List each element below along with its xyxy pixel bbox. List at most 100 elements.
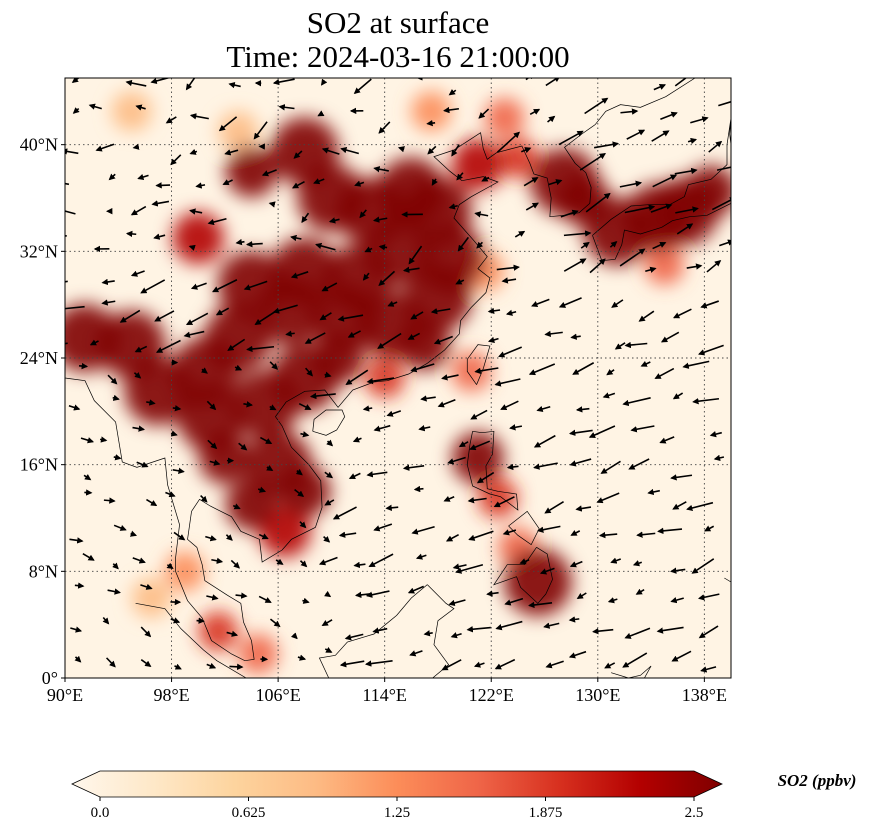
wind-arrow [474,367,499,375]
wind-arrow [547,115,556,123]
wind-arrow [200,367,208,374]
wind-arrow [721,71,739,74]
wind-arrow [539,567,555,575]
wind-arrow [135,104,146,111]
wind-arrow [407,585,424,594]
wind-arrow [172,467,185,474]
wind-arrow [332,506,357,520]
wind-arrow [558,130,584,146]
wind-arrow [624,341,648,349]
wind-arrow [580,241,590,249]
wind-arrow [690,116,709,124]
wind-arrow [301,212,310,224]
wind-arrow [272,304,298,314]
wind-arrow [269,618,281,628]
wind-arrow [458,441,469,448]
wind-arrow [470,409,488,420]
wind-arrow [112,562,119,570]
wind-arrow [622,397,651,407]
wind-arrow [378,244,388,251]
so2-hotspot [172,212,225,264]
so2-hotspot [451,432,504,484]
wind-arrow [607,597,618,604]
wind-arrow [205,535,217,542]
wind-arrow [600,460,621,474]
lat-tick-label: 24°N [20,348,58,368]
wind-arrow [560,209,579,218]
wind-arrow [468,530,494,541]
axis-ticks: 0° 8°N 16°N 24°N 32°N 40°N 90°E 98°E 106°E 114°E 1… [20,135,727,705]
wind-arrow [101,278,115,286]
wind-arrow [373,424,391,432]
wind-arrow [653,84,667,91]
wind-arrow [324,499,335,506]
wind-arrow [362,405,373,412]
wind-arrow [378,270,396,287]
wind-arrow [238,442,248,451]
wind-arrow [609,241,618,248]
wind-arrow [709,431,722,438]
wind-arrow [568,429,593,436]
wind-arrow [278,104,295,111]
wind-arrow [509,424,523,431]
wind-arrow [339,660,365,668]
wind-arrow [622,652,648,668]
wind-arrow [563,258,587,272]
colorbar-bar [71,770,723,798]
map-plot-area [65,71,739,678]
wind-arrow [189,113,209,120]
wind-arrow [377,332,402,349]
lat-tick-label: 16°N [20,455,58,475]
wind-arrow [218,116,238,132]
wind-arrow [317,110,325,117]
wind-arrow [290,632,298,640]
wind-arrow [324,590,332,598]
wind-arrow [328,217,340,224]
wind-arrow [103,497,116,504]
wind-arrow [533,462,558,470]
wind-arrow [324,646,333,653]
coastline-segment [466,344,491,385]
colorbar-tick-label: 0.625 [232,805,266,821]
lon-tick-label: 138°E [682,685,727,705]
wind-arrow [413,485,424,493]
wind-arrow [671,650,692,662]
wind-arrow [570,333,581,340]
so2-hotspot [477,478,518,518]
wind-arrow [569,560,583,568]
wind-arrow [140,583,153,590]
wind-arrow [102,616,110,625]
wind-arrow [185,78,196,91]
wind-arrow [630,425,655,433]
wind-arrow [548,179,563,186]
wind-arrow [268,201,276,208]
wind-arrow [83,474,92,481]
so2-hotspot [225,145,278,198]
wind-vectors [65,71,739,673]
wind-arrow [487,307,501,315]
wind-arrow [496,131,521,153]
wind-arrow [506,463,519,471]
wind-arrow [153,233,166,240]
wind-arrow [697,593,720,601]
wind-arrow [373,166,389,173]
wind-arrow [82,552,95,561]
wind-arrow [529,108,541,116]
wind-arrow [402,266,420,273]
wind-arrow [430,307,451,315]
wind-arrow [189,208,203,215]
wind-arrow [614,342,626,350]
wind-arrow [295,468,303,476]
wind-arrow [558,297,582,308]
wind-arrow [604,662,616,669]
wind-arrow [291,181,305,189]
wind-arrow [674,167,698,175]
wind-arrow [423,630,433,637]
wind-arrow [544,330,563,338]
wind-arrow [65,280,68,283]
wind-arrow [448,599,466,607]
wind-arrow [101,299,116,306]
wind-arrow [651,130,670,142]
wind-arrow [386,410,402,417]
wind-arrow [455,278,465,285]
